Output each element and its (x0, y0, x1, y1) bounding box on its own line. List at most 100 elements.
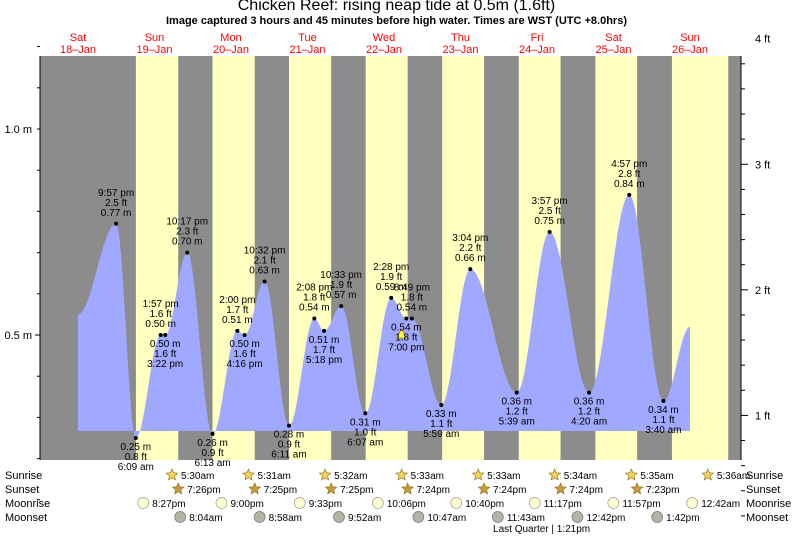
current-tide-marker (395, 328, 408, 339)
sunrise-time: 5:33am (487, 471, 520, 482)
moonrise-time: 9:33pm (309, 499, 342, 510)
low-tide-label: 0.31 m (350, 417, 381, 428)
high-tide-label: 2:00 pm (219, 295, 255, 306)
low-tide-label: 7:00 pm (388, 343, 424, 354)
day-of-week-label: Thu (451, 32, 470, 44)
low-tide-label: 6:09 am (118, 462, 154, 473)
high-tide-label: 0.63 m (249, 265, 280, 276)
moonset-icon (412, 511, 425, 523)
moonrise-icon (372, 497, 384, 509)
sunrise-icon (471, 468, 485, 481)
high-tide-label: 0.50 m (145, 319, 176, 330)
right-tick-label: 2 ft (755, 285, 770, 297)
date-label: 26–Jan (672, 44, 708, 56)
sunrise-time: 5:31am (258, 471, 291, 482)
extreme-point (322, 328, 327, 333)
extreme-point (627, 192, 632, 197)
high-tide-label: 1.9 ft (330, 280, 352, 291)
high-tide-label: 1.8 ft (401, 293, 423, 304)
high-tide-label: 3:04 pm (452, 233, 488, 244)
extreme-point (185, 250, 190, 255)
low-tide-label: 1.1 ft (430, 419, 452, 430)
extreme-point (242, 333, 247, 337)
high-tide-label: 1.7 ft (226, 305, 248, 316)
sunrise-time: 5:32am (334, 471, 367, 482)
sunrise-time: 5:35am (640, 471, 673, 482)
low-tide-label: 0.8 ft (125, 452, 147, 463)
low-tide-label: 0.28 m (274, 430, 305, 441)
row-label-left: Moonrise (5, 498, 50, 510)
date-label: 19–Jan (136, 44, 172, 56)
low-tide-label: 0.34 m (648, 405, 679, 416)
moonrise-time: 10:06pm (387, 499, 426, 510)
moonrise-icon (686, 497, 699, 509)
extreme-point (468, 267, 473, 272)
low-tide-label: 5:18 pm (306, 355, 342, 366)
moonrise-time: 11:57pm (622, 499, 660, 510)
low-tide-label: 0.9 ft (201, 448, 223, 459)
day-of-week-label: Wed (373, 32, 395, 44)
sunset-icon (171, 482, 185, 495)
moonset-icon (571, 511, 584, 523)
row-label-right: Moonrise (746, 498, 791, 510)
extreme-point (389, 295, 394, 300)
day-of-week-label: Mon (220, 32, 241, 44)
row-label-left: Sunrise (5, 470, 42, 482)
low-tide-label: 0.54 m (391, 323, 422, 334)
sunset-time: 7:24pm (417, 485, 450, 496)
low-tide-label: 0.50 m (229, 339, 260, 350)
moonrise-time: 12:42am (701, 499, 740, 510)
date-label: 24–Jan (519, 44, 555, 56)
sunrise-time: 5:36am (717, 471, 750, 482)
sunrise-icon (242, 468, 255, 481)
date-label: 25–Jan (595, 44, 631, 56)
row-label-right: Sunrise (746, 470, 783, 482)
low-tide-label: 6:11 am (271, 450, 306, 461)
high-tide-label: 2:28 pm (373, 262, 409, 273)
extreme-point (158, 333, 163, 337)
high-tide-label: 0.51 m (222, 315, 253, 326)
astronomy-rows: Sunrise Sunrise Sunset Sunset Moonrise Moonri… (5, 468, 791, 535)
moonrise-time: 11:17pm (544, 499, 582, 510)
low-tide-label: 1.6 ft (154, 349, 176, 360)
day-of-week-label: Sun (145, 32, 165, 44)
row-label-left: Moonset (5, 512, 47, 524)
low-tide-label: 0.36 m (501, 397, 532, 408)
low-tide-label: 1.2 ft (578, 407, 600, 418)
sunset-time: 7:23pm (646, 485, 679, 496)
extreme-point (409, 316, 414, 321)
extreme-point (587, 390, 592, 395)
row-label-left: Sunset (5, 484, 39, 496)
low-tide-label: 3:40 am (645, 425, 681, 436)
extreme-point (514, 390, 519, 395)
high-tide-label: 10:33 pm (320, 270, 362, 281)
low-tide-label: 1.8 ft (395, 333, 417, 344)
date-label: 20–Jan (213, 44, 249, 56)
chart-title: Chicken Reef: rising neap tide at 0.5m (… (237, 0, 556, 14)
sunset-icon (554, 482, 568, 495)
low-tide-label: 0.26 m (197, 438, 228, 449)
high-tide-label: 0.84 m (614, 179, 645, 190)
day-of-week-label: Fri (531, 32, 544, 44)
high-tide-label: 0.77 m (101, 208, 132, 219)
date-label: 23–Jan (442, 44, 478, 56)
row-label-right: Sunset (746, 484, 780, 496)
moonset-icon (174, 511, 187, 523)
high-tide-label: 0.54 m (397, 303, 428, 314)
high-tide-label: 1.6 ft (150, 309, 172, 320)
high-tide-label: 0.59 m (376, 282, 407, 293)
left-tick-label: 0.5 m (4, 330, 32, 342)
high-tide-label: 9:57 pm (98, 188, 134, 199)
day-labels: Sat18–JanSun19–JanMon20–JanTue21–JanWed2… (60, 32, 708, 56)
tide-area (78, 194, 690, 438)
left-tick-label: 1.0 m (4, 124, 32, 136)
moonset-time: 8:04am (189, 513, 222, 524)
high-tide-label: 8:49 pm (394, 283, 430, 294)
low-tide-label: 5:39 am (499, 417, 535, 428)
tide-curve (78, 194, 690, 438)
moonrise-icon (137, 497, 150, 509)
moonset-time: 9:52am (348, 513, 381, 524)
sunset-time: 7:25pm (340, 485, 373, 496)
low-tide-label: 1.6 ft (233, 349, 255, 360)
moonset-icon (491, 511, 504, 523)
